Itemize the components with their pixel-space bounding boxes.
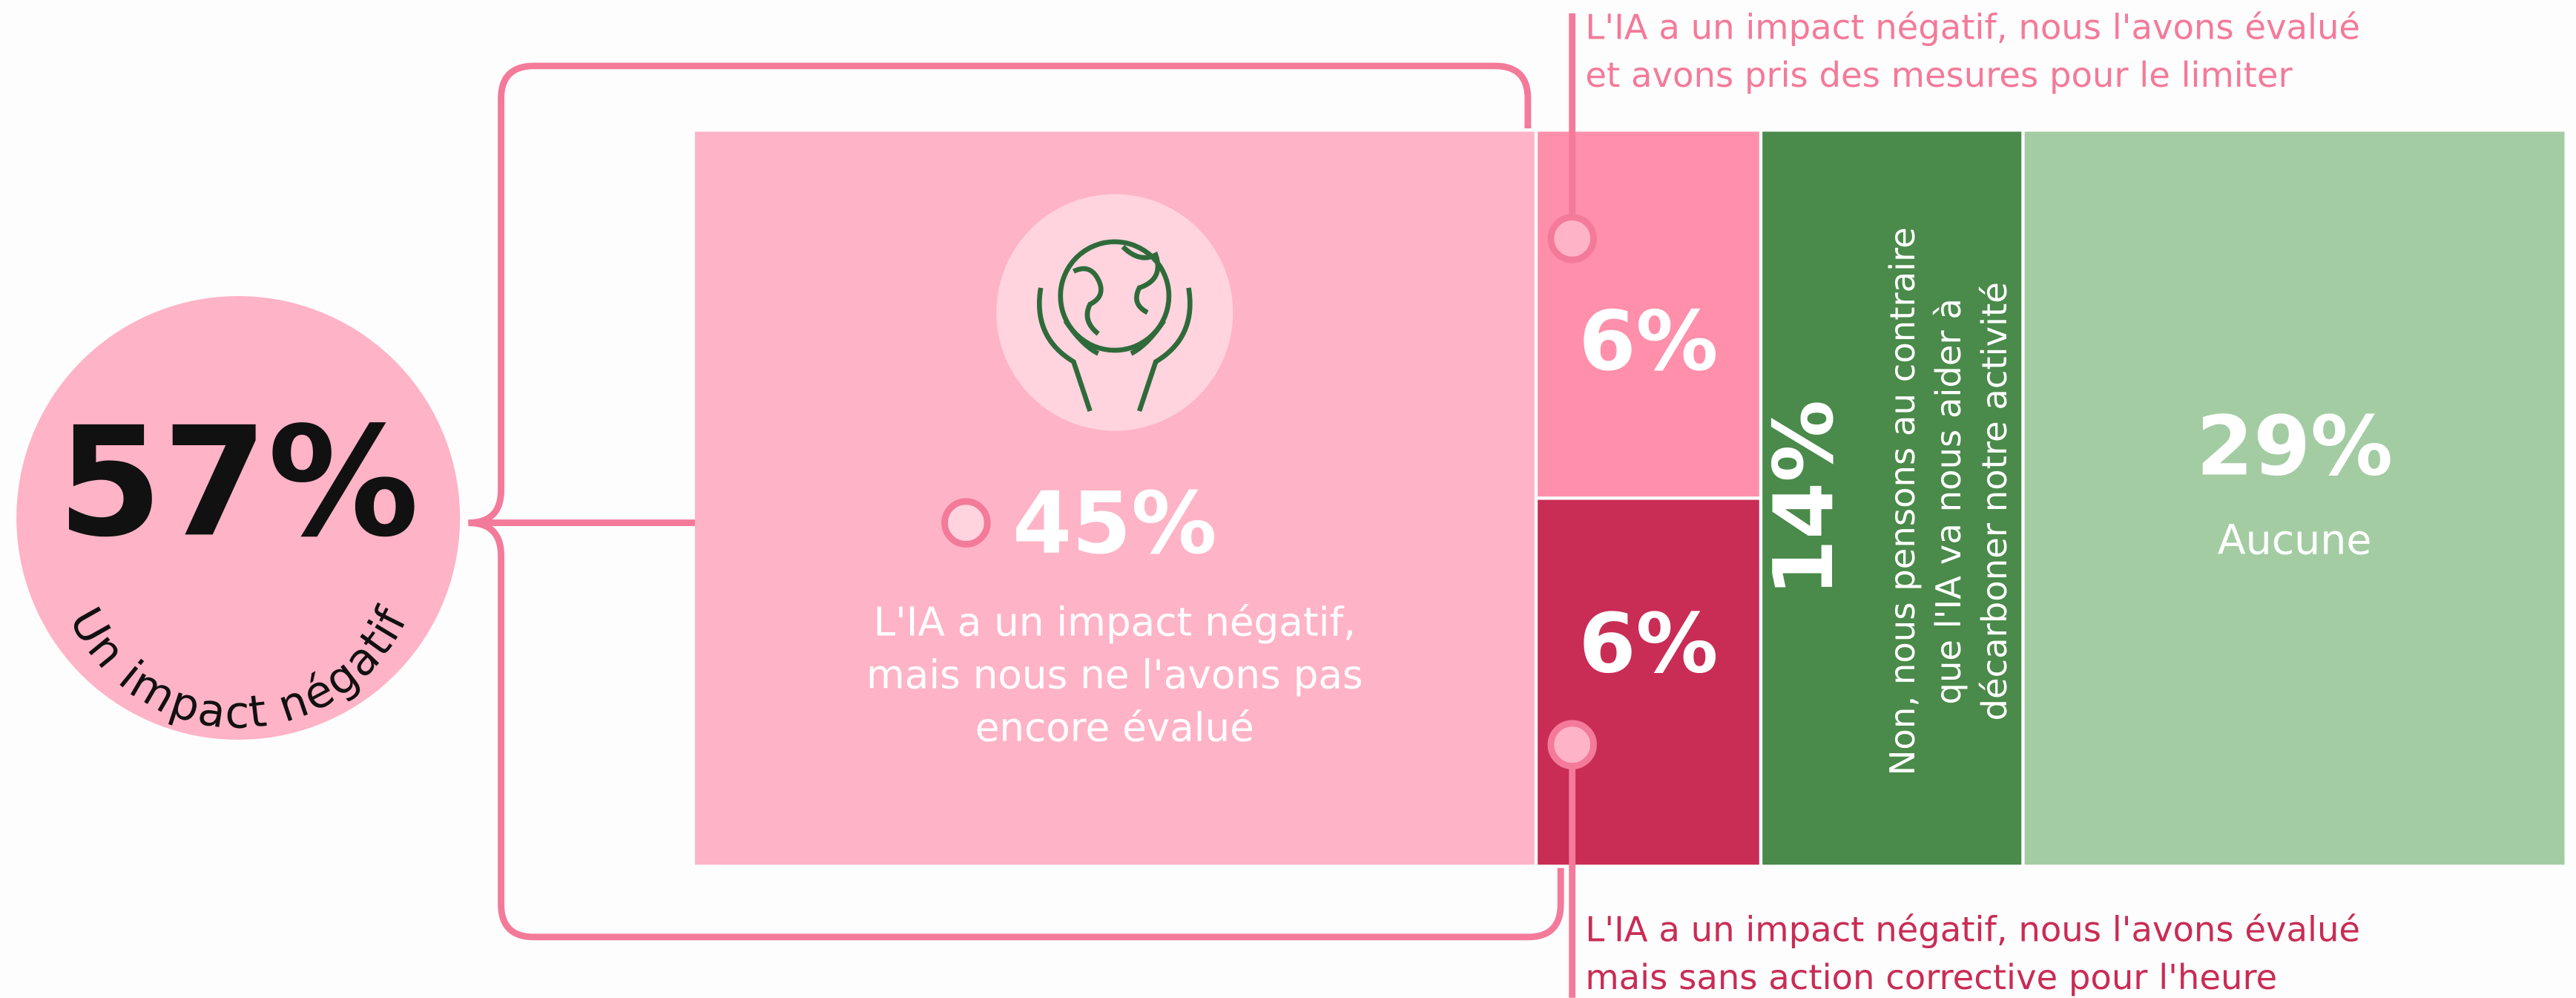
- bracket: [468, 62, 1564, 941]
- value-label: 45%: [1012, 474, 1217, 574]
- annotation: et avons pris des mesures pour le limite…: [1585, 55, 2293, 95]
- connector-dot: [941, 498, 991, 548]
- connector-dot: [1547, 720, 1597, 769]
- segment-text: encore évalué: [975, 704, 1254, 750]
- annotation: L'IA a un impact négatif, nous l'avons é…: [1585, 7, 2360, 47]
- icon-bg: [996, 194, 1233, 431]
- value-label: 6%: [1578, 596, 1718, 692]
- total-value: 57%: [57, 395, 419, 571]
- value-label: 6%: [1578, 294, 1718, 390]
- segment-text: Non, nous pensons au contraire: [1882, 227, 1923, 775]
- globe: [1058, 239, 1172, 353]
- segment: [1762, 131, 2022, 865]
- globe-icon: [1036, 239, 1193, 413]
- segment-text: Aucune: [2218, 516, 2372, 564]
- segment-text: décarboner notre activité: [1974, 282, 2015, 720]
- total-circle: [16, 295, 461, 740]
- segment-text: mais nous ne l'avons pas: [866, 651, 1363, 697]
- land: [1072, 245, 1161, 336]
- hands: [1036, 287, 1193, 413]
- annotation: mais sans action corrective pour l'heure: [1585, 957, 2277, 997]
- value-label: 29%: [2196, 399, 2393, 495]
- annotation: L'IA a un impact négatif, nous l'avons é…: [1585, 910, 2360, 950]
- segment: [2024, 131, 2565, 865]
- segment-text: que l'IA va nous aider à: [1928, 298, 1969, 705]
- connector-dot: [1547, 214, 1597, 263]
- segment-text: L'IA a un impact négatif,: [874, 600, 1356, 646]
- value-label: 14%: [1756, 400, 1852, 597]
